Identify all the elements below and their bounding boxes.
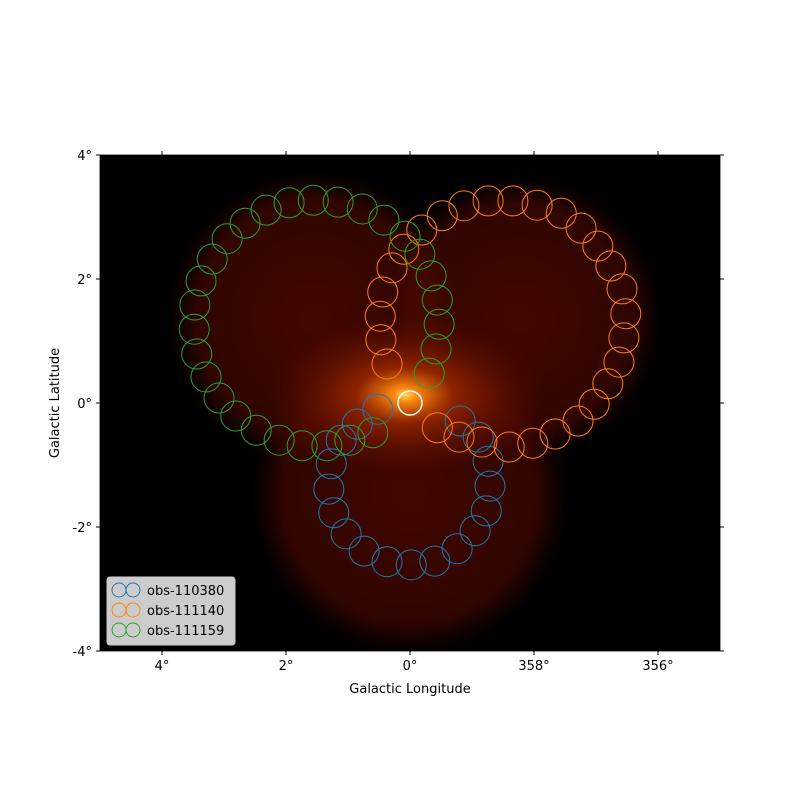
region-circle [330,518,362,550]
region-circle [318,497,350,529]
region-circle [421,412,453,444]
y-tick-label: -4° [73,645,92,660]
region-circle [220,400,252,432]
region-circle [562,405,594,437]
region-circle [388,233,420,265]
region-circle [229,207,261,239]
region-circle [448,190,480,222]
region-circle [462,421,494,453]
region-circle [273,187,305,219]
region-circle [315,448,347,480]
region-circle [606,273,638,305]
region-circle [368,204,400,236]
region-circle [297,184,329,216]
region-circle [395,549,427,581]
region-circle [497,185,529,217]
legend-label: obs-111140 [147,604,224,619]
region-circle [565,212,597,244]
region-circle [365,324,397,356]
target-circle [397,390,423,416]
region-circle [608,322,640,354]
region-circle [334,424,366,456]
region-circle [466,426,498,458]
region-circle [364,300,396,332]
sky-image [100,155,720,651]
region-circle [443,421,475,453]
region-circle [346,193,378,225]
region-circle [441,533,473,565]
region-circle [322,186,354,218]
x-tick-label: 0° [403,659,418,674]
region-circle [371,546,403,578]
region-circle [423,308,455,340]
region-circle [459,515,491,547]
region-circle [595,250,627,282]
region-circle [178,313,210,345]
region-circle [582,230,614,262]
x-axis-label: Galactic Longitude [349,682,470,697]
region-circle [415,260,447,292]
region-circle [493,431,525,463]
region-circle [413,357,445,389]
x-tick-label: 2° [279,659,294,674]
y-tick-label: -2° [73,521,92,536]
region-circle [341,408,373,440]
region-circle [357,417,389,449]
y-axis-label: Galactic Latitude [48,348,63,458]
region-circle [263,424,295,456]
legend-label: obs-110380 [147,584,224,599]
region-circle [367,276,399,308]
legend: obs-110380 obs-111140 obs-111159 [106,576,236,646]
region-circle [250,194,282,226]
region-circle [472,185,504,217]
region-circle [421,284,453,316]
region-circle [181,338,213,370]
region-circle [313,473,345,505]
region-circle [444,405,476,437]
region-circle [185,265,217,297]
region-circle [190,361,222,393]
y-tick-label: 2° [77,273,92,288]
x-tick-label: 356° [642,659,673,674]
region-circle [610,298,642,330]
region-circle [420,333,452,365]
region-circle [474,470,506,502]
legend-swatch [125,622,141,638]
region-circle [406,214,438,246]
region-circle [603,346,635,378]
legend-swatch [125,582,141,598]
y-tick-label: 0° [77,397,92,412]
region-circle [472,445,504,477]
region-circle [404,238,436,270]
region-circle [371,348,403,380]
x-tick-label: 358° [518,659,549,674]
region-circle [419,545,451,577]
region-circle [348,535,380,567]
legend-swatch [125,602,141,618]
region-circle [376,252,408,284]
region-circle [203,382,235,414]
region-circle [325,424,357,456]
region-circle [592,368,624,400]
region-circle [211,223,243,255]
region-circle [521,189,553,221]
region-circle [179,289,211,321]
legend-label: obs-111159 [147,624,224,639]
region-circle [286,430,318,462]
x-tick-label: 4° [155,659,170,674]
region-circle [362,393,394,425]
y-tick-label: 4° [77,149,92,164]
region-circle [311,430,343,462]
region-circle [545,197,577,229]
region-circle [196,243,228,275]
region-circle [470,495,502,527]
region-circle [517,427,549,459]
